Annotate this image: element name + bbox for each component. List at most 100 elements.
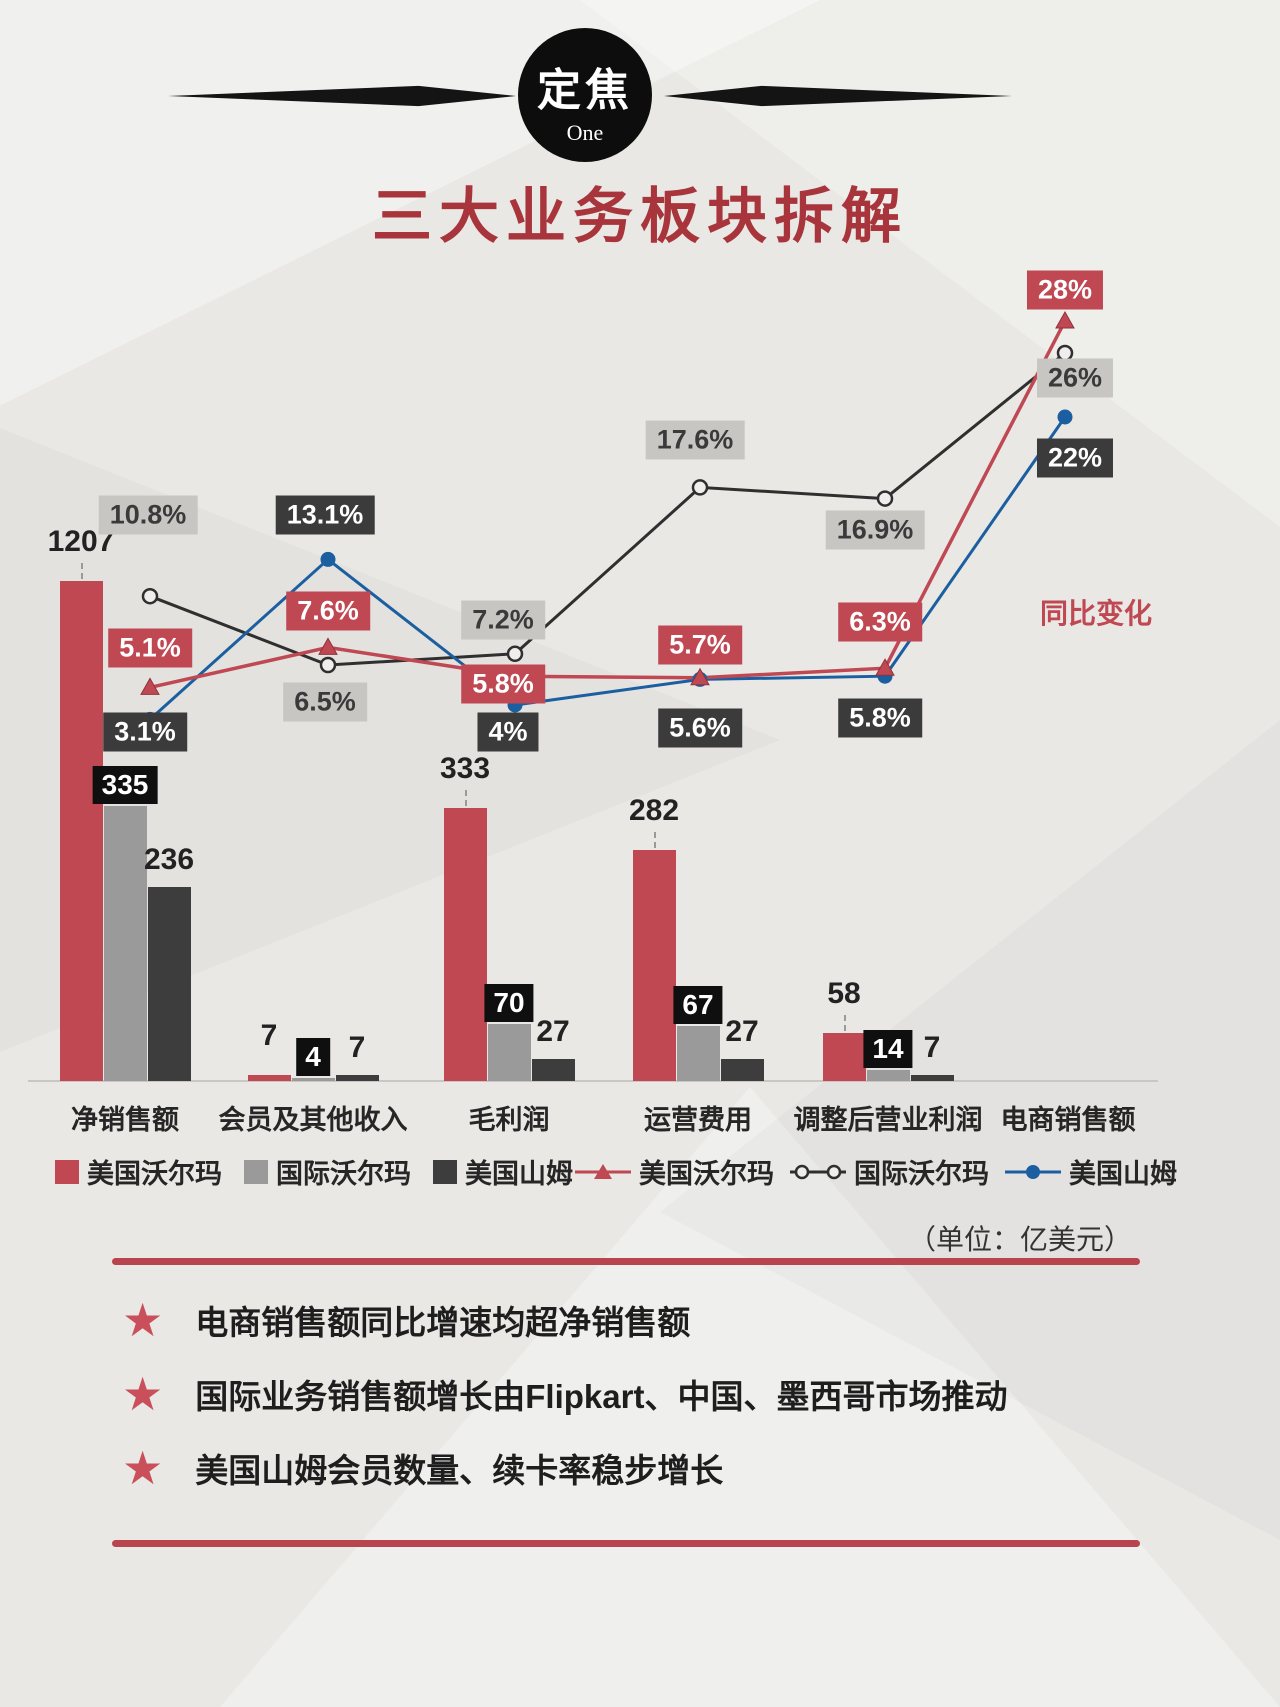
bar-value-label: 14	[863, 1030, 913, 1068]
pct-label: 13.1%	[275, 495, 375, 535]
bar-1-1	[291, 1078, 335, 1081]
triangle-marker	[875, 658, 895, 676]
category-label: 净销售额	[71, 1105, 179, 1135]
page-title: 三大业务板块拆解	[372, 183, 908, 250]
pct-label: 4%	[477, 712, 539, 752]
unit-note: （单位：亿美元）	[907, 1224, 1132, 1255]
pct-label: 6.3%	[838, 602, 922, 642]
bar-value-label: 7	[260, 1019, 278, 1052]
label-connector	[465, 790, 467, 806]
note-text: 电商销售额同比增速均超净销售额	[195, 1304, 691, 1341]
triangle-marker	[318, 637, 338, 655]
pct-label: 26%	[1036, 358, 1114, 398]
category-axis-labels: 净销售额 会员及其他收入 毛利润 运营费用 调整后营业利润 电商销售额	[0, 1098, 1280, 1135]
label-connector	[654, 832, 656, 848]
bar-0-4	[822, 1033, 866, 1081]
bar-0-1	[247, 1075, 291, 1081]
legend-item: 国际沃尔玛	[244, 1152, 411, 1191]
bar-2-3	[720, 1059, 764, 1081]
bar-value-label: 333	[439, 752, 491, 785]
bar-2-0	[147, 887, 191, 1081]
bar-1-2	[487, 1024, 531, 1081]
triangle-line-icon	[575, 1163, 631, 1179]
triangle-marker	[1055, 310, 1075, 329]
label-connector	[844, 1015, 846, 1031]
dot-marker	[320, 551, 336, 567]
category-label: 会员及其他收入	[218, 1105, 408, 1135]
triangle-marker	[140, 677, 160, 695]
pct-label: 28%	[1026, 270, 1104, 310]
bar-value-label: 7	[348, 1031, 366, 1064]
open-circle-marker	[141, 587, 159, 605]
bar-value-label: 236	[143, 843, 195, 876]
bar-value-label: 335	[92, 766, 158, 804]
legend-item: 美国山姆	[433, 1152, 573, 1191]
note-item: ★ 美国山姆会员数量、续卡率稳步增长	[122, 1442, 723, 1494]
pct-label: 5.8%	[461, 664, 545, 704]
dot-marker	[1057, 409, 1073, 425]
badge-right-ribbon	[664, 85, 1012, 107]
yoy-change-label: 同比变化	[1040, 598, 1153, 629]
legend-label: 美国山姆	[1069, 1159, 1177, 1189]
series-badge: 定焦 One	[518, 28, 652, 162]
pct-label: 7.6%	[286, 591, 370, 631]
bar-value-label: 282	[628, 794, 680, 827]
bar-1-3	[676, 1026, 720, 1081]
bar-1-4	[866, 1070, 910, 1081]
legend-label: 国际沃尔玛	[854, 1159, 989, 1189]
pct-label: 5.1%	[108, 628, 192, 668]
legend-label: 美国沃尔玛	[87, 1159, 222, 1189]
triangle-marker	[690, 667, 710, 686]
top-divider	[112, 1258, 1140, 1265]
star-icon: ★	[122, 1294, 164, 1346]
pct-label: 5.7%	[658, 625, 742, 665]
note-item: ★ 国际业务销售额增长由Flipkart、中国、墨西哥市场推动	[122, 1368, 1007, 1420]
legend-label: 美国沃尔玛	[639, 1159, 774, 1189]
bar-value-label: 67	[673, 986, 723, 1024]
x-axis-line	[28, 1080, 1158, 1082]
open-circle-marker	[876, 490, 894, 507]
legend-label: 国际沃尔玛	[276, 1159, 411, 1189]
pct-label: 17.6%	[645, 420, 745, 460]
note-text: 美国山姆会员数量、续卡率稳步增长	[195, 1452, 724, 1489]
line-legend: 美国沃尔玛 国际沃尔玛 美国山姆	[575, 1152, 1177, 1191]
pct-label: 6.5%	[283, 682, 367, 722]
label-connector	[81, 563, 83, 579]
bar-2-4	[910, 1075, 954, 1081]
open-circle-marker	[319, 656, 337, 674]
legend-item: 美国沃尔玛	[575, 1152, 774, 1191]
star-icon: ★	[122, 1368, 164, 1420]
bottom-divider	[112, 1540, 1140, 1547]
category-label: 调整后营业利润	[793, 1105, 983, 1135]
pct-label: 5.8%	[838, 698, 922, 738]
legend-swatch-icon	[55, 1159, 79, 1184]
category-label: 电商销售额	[1000, 1105, 1136, 1135]
bar-value-label: 70	[484, 984, 534, 1022]
pct-label: 5.6%	[658, 708, 742, 748]
pct-label: 10.8%	[98, 495, 198, 535]
open-circle-line-icon	[790, 1164, 846, 1179]
legend-item: 美国沃尔玛	[55, 1152, 222, 1191]
legend-label: 美国山姆	[465, 1159, 573, 1189]
open-circle-marker	[691, 479, 709, 496]
legend-item: 国际沃尔玛	[790, 1152, 989, 1191]
legend-swatch-icon	[244, 1159, 268, 1184]
category-label: 运营费用	[644, 1105, 752, 1135]
star-icon: ★	[122, 1442, 164, 1494]
pct-label: 16.9%	[825, 510, 925, 550]
badge-subtitle: One	[566, 120, 604, 145]
badge-left-ribbon	[168, 85, 516, 107]
category-label: 毛利润	[468, 1105, 550, 1135]
bar-0-0	[59, 581, 103, 1081]
note-item: ★ 电商销售额同比增速均超净销售额	[122, 1294, 690, 1346]
bar-value-label: 27	[536, 1015, 570, 1048]
badge-title: 定焦	[537, 66, 633, 115]
bar-value-label: 4	[296, 1038, 330, 1076]
legend-swatch-icon	[433, 1159, 457, 1184]
dot-line-icon	[1005, 1164, 1061, 1179]
legend-item: 美国山姆	[1005, 1152, 1177, 1191]
bar-value-label: 27	[725, 1015, 759, 1048]
bar-2-1	[335, 1075, 379, 1081]
bar-value-label: 7	[923, 1031, 941, 1064]
